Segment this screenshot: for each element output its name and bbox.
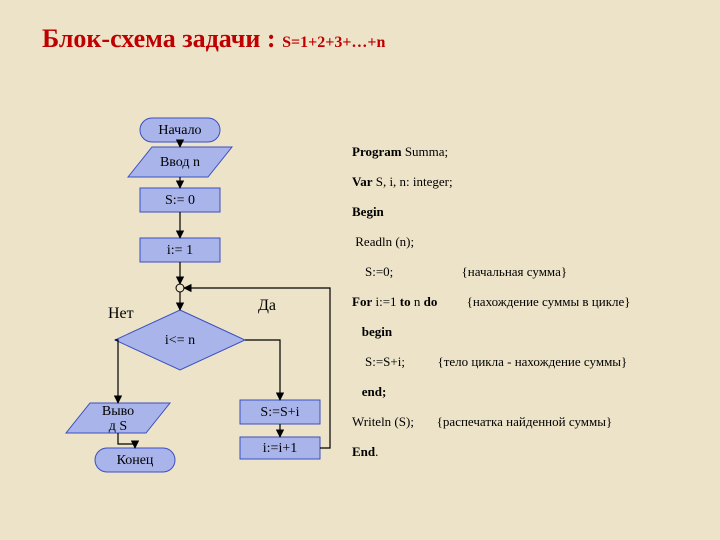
code-line: S:=0; {начальная сумма} xyxy=(352,264,631,280)
code-line: S:=S+i; {тело цикла - нахождение суммы} xyxy=(352,354,631,370)
svg-text:д S: д S xyxy=(109,419,127,434)
code-line: For i:=1 to n do {нахождение суммы в цик… xyxy=(352,294,631,310)
code-line: End. xyxy=(352,444,631,460)
code-line: end; xyxy=(352,384,631,400)
svg-text:Конец: Конец xyxy=(117,453,154,468)
code-line: Var S, i, n: integer; xyxy=(352,174,631,190)
svg-text:Начало: Начало xyxy=(158,123,201,138)
code-line: Writeln (S); {распечатка найденной суммы… xyxy=(352,414,631,430)
svg-text:S:=S+i: S:=S+i xyxy=(260,405,299,420)
svg-text:S:= 0: S:= 0 xyxy=(165,193,195,208)
code-line: Readln (n); xyxy=(352,234,631,250)
code-line: Begin xyxy=(352,204,631,220)
svg-text:Ввод n: Ввод n xyxy=(160,155,200,170)
svg-text:i:=i+1: i:=i+1 xyxy=(263,441,297,456)
svg-text:Нет: Нет xyxy=(108,305,134,322)
svg-text:i<= n: i<= n xyxy=(165,333,195,348)
code-listing: Program Summa; Var S, i, n: integer; Begin… xyxy=(352,144,631,474)
code-line: begin xyxy=(352,324,631,340)
svg-text:Выво: Выво xyxy=(102,404,134,419)
code-line: Program Summa; xyxy=(352,144,631,160)
svg-text:Да: Да xyxy=(258,297,276,314)
svg-text:i:= 1: i:= 1 xyxy=(167,243,193,258)
